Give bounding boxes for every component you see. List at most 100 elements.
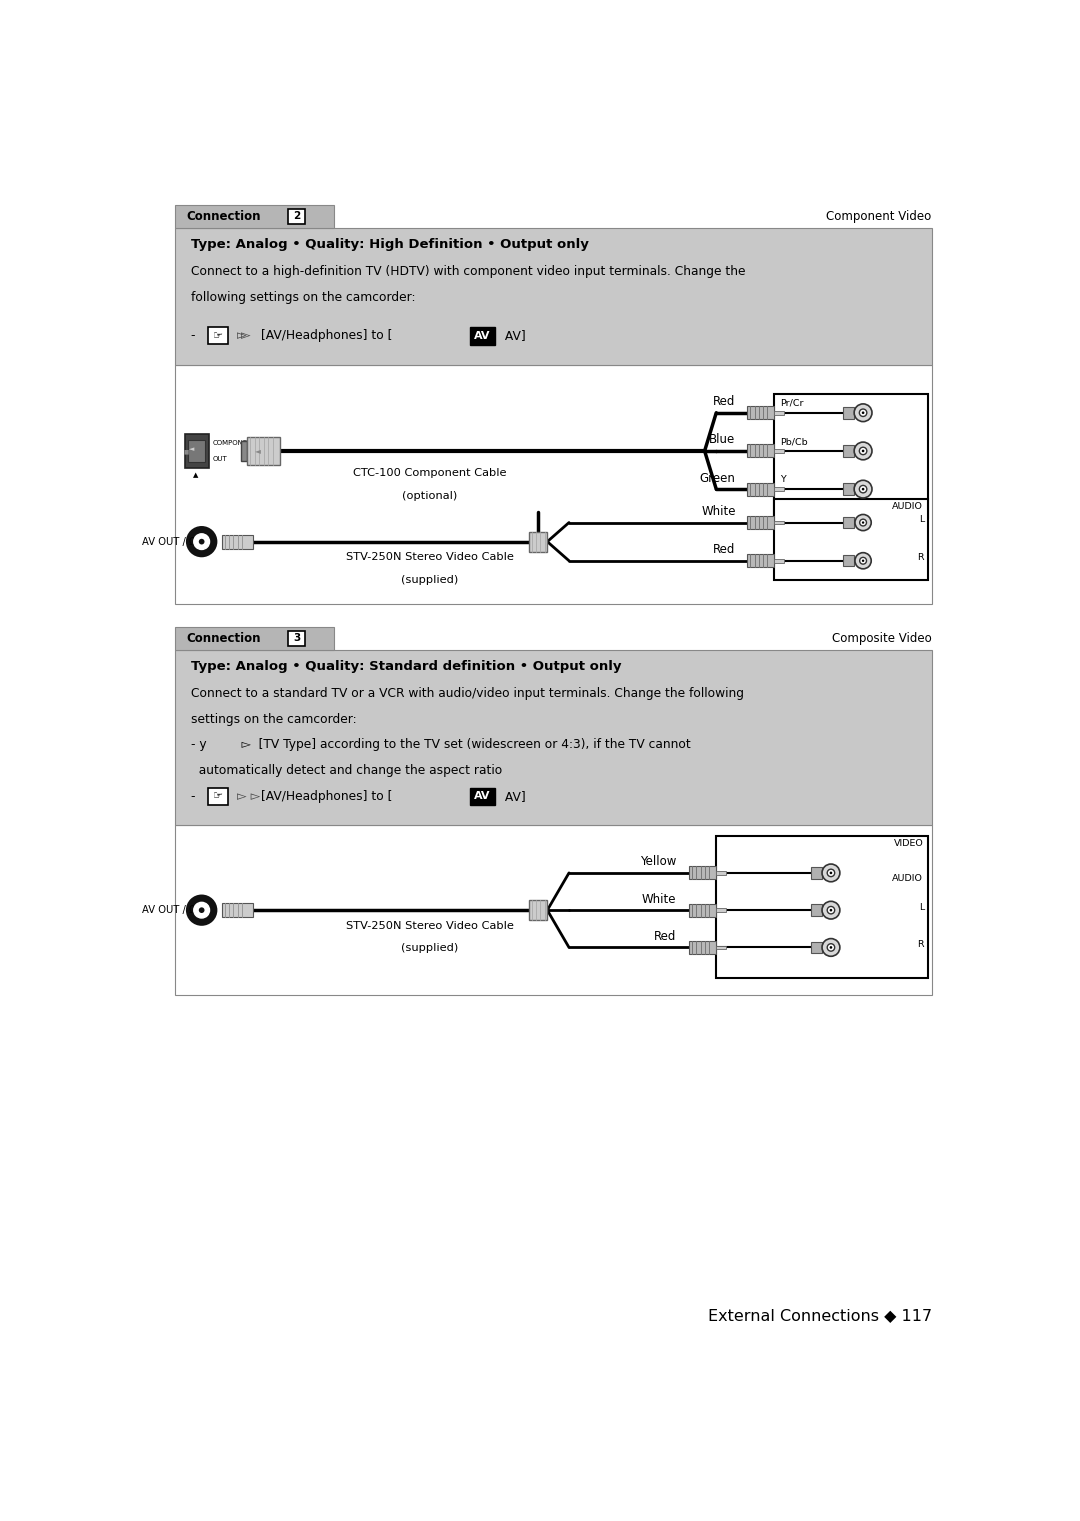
Circle shape [860,519,866,526]
Text: Green: Green [700,472,735,485]
Text: 3: 3 [293,633,300,643]
FancyBboxPatch shape [529,532,548,552]
Circle shape [854,405,872,421]
Text: (supplied): (supplied) [401,575,458,584]
FancyBboxPatch shape [288,631,305,646]
Text: White: White [642,893,676,905]
FancyBboxPatch shape [241,441,247,461]
Circle shape [862,560,864,561]
FancyBboxPatch shape [689,903,716,917]
FancyBboxPatch shape [716,946,726,949]
FancyBboxPatch shape [747,516,774,529]
Text: -: - [191,789,195,803]
Text: AV: AV [474,330,490,341]
Text: Type: Analog • Quality: Standard definition • Output only: Type: Analog • Quality: Standard definit… [191,660,621,672]
FancyBboxPatch shape [811,867,822,879]
Text: ◄: ◄ [255,447,260,455]
Circle shape [860,485,867,493]
Text: L: L [919,516,924,523]
Text: Pr/Cr: Pr/Cr [781,399,805,408]
FancyBboxPatch shape [288,210,305,224]
FancyBboxPatch shape [689,867,716,879]
Text: [AV/Headphones] to [: [AV/Headphones] to [ [260,789,392,803]
FancyBboxPatch shape [747,406,774,420]
Text: Red: Red [653,929,676,943]
Circle shape [829,872,833,875]
Text: White: White [701,505,735,519]
FancyBboxPatch shape [747,444,774,458]
Circle shape [855,552,872,569]
Text: ▻: ▻ [238,329,247,342]
Text: Connect to a standard TV or a VCR with audio/video input terminals. Change the f: Connect to a standard TV or a VCR with a… [191,687,744,700]
FancyBboxPatch shape [774,487,784,491]
FancyBboxPatch shape [811,941,822,954]
FancyBboxPatch shape [716,872,726,875]
FancyBboxPatch shape [207,327,228,344]
Text: Composite Video: Composite Video [832,631,932,645]
FancyBboxPatch shape [774,411,784,415]
FancyBboxPatch shape [175,627,334,649]
Circle shape [199,908,204,913]
Text: Red: Red [713,395,735,408]
Text: 2: 2 [293,211,300,222]
Circle shape [829,910,833,911]
Text: ▻ ▻: ▻ ▻ [238,789,260,803]
FancyBboxPatch shape [470,327,495,345]
Text: Connect to a high-definition TV (HDTV) with component video input terminals. Cha: Connect to a high-definition TV (HDTV) w… [191,265,745,278]
Circle shape [822,864,840,882]
FancyBboxPatch shape [185,433,210,468]
Text: VIDEO: VIDEO [893,838,923,847]
Circle shape [193,902,210,919]
Text: (optional): (optional) [402,491,457,500]
Text: (supplied): (supplied) [401,943,458,954]
Text: R: R [917,554,924,563]
Text: AV OUT / Ω: AV OUT / Ω [141,537,197,546]
Circle shape [860,409,867,417]
FancyBboxPatch shape [247,437,280,465]
Circle shape [855,514,872,531]
Text: STV-250N Stereo Video Cable: STV-250N Stereo Video Cable [346,552,513,563]
Text: L: L [919,902,924,911]
Text: ◄: ◄ [189,446,194,452]
Text: AV OUT / Ω: AV OUT / Ω [141,905,197,916]
Text: CTC-100 Component Cable: CTC-100 Component Cable [353,468,507,478]
Text: Blue: Blue [710,433,735,446]
FancyBboxPatch shape [843,555,854,566]
Text: COMPONENT: COMPONENT [213,440,257,446]
Text: [AV/Headphones] to [: [AV/Headphones] to [ [260,329,392,342]
Circle shape [862,411,864,414]
Circle shape [827,907,835,914]
FancyBboxPatch shape [221,903,253,917]
FancyBboxPatch shape [529,900,548,920]
FancyBboxPatch shape [843,408,854,418]
FancyBboxPatch shape [188,440,205,462]
Circle shape [822,902,840,919]
Text: AV: AV [474,791,490,802]
FancyBboxPatch shape [843,484,854,494]
Text: AV]: AV] [501,789,526,803]
Circle shape [854,443,872,459]
FancyBboxPatch shape [843,517,854,528]
FancyBboxPatch shape [774,449,784,453]
Text: Component Video: Component Video [826,210,932,224]
Text: External Connections ◆ 117: External Connections ◆ 117 [707,1308,932,1323]
Circle shape [860,447,867,455]
Circle shape [829,946,833,949]
Text: Pb/Cb: Pb/Cb [781,437,808,446]
Circle shape [199,538,204,545]
Circle shape [187,896,216,925]
Text: Yellow: Yellow [639,855,676,868]
FancyBboxPatch shape [716,908,726,913]
Circle shape [862,488,864,490]
Text: -: - [191,329,195,342]
FancyBboxPatch shape [175,228,932,365]
FancyBboxPatch shape [747,482,774,496]
Text: OUT: OUT [213,456,227,462]
Circle shape [193,534,210,549]
FancyBboxPatch shape [175,365,932,604]
Text: Type: Analog • Quality: High Definition • Output only: Type: Analog • Quality: High Definition … [191,237,589,251]
FancyBboxPatch shape [175,649,932,826]
Circle shape [862,450,864,452]
Text: automatically detect and change the aspect ratio: automatically detect and change the aspe… [191,764,502,777]
FancyBboxPatch shape [774,558,784,563]
